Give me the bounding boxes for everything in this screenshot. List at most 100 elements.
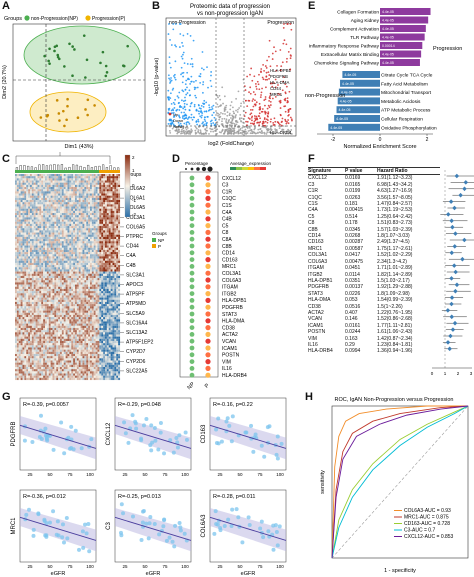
gene-label: HLA-DPB1 xyxy=(270,68,292,73)
volcano-point xyxy=(264,113,267,115)
volcano-point xyxy=(186,33,189,35)
volcano-point xyxy=(233,112,235,115)
dot-p xyxy=(205,311,211,317)
pathway-label: Collagen Formation xyxy=(337,10,379,16)
scatter-point xyxy=(177,520,182,525)
svg-text:0: 0 xyxy=(379,137,382,143)
volcano-point xyxy=(263,69,265,72)
volcano-point xyxy=(207,109,210,112)
volcano-point xyxy=(272,121,275,124)
scatter-point xyxy=(51,447,56,452)
volcano-point xyxy=(210,122,213,125)
volcano-point xyxy=(189,35,192,37)
scatter-point xyxy=(261,535,266,540)
volcano-point xyxy=(193,116,196,119)
volcano-point xyxy=(181,57,184,60)
roc-curve xyxy=(331,405,469,559)
volcano-point xyxy=(261,122,264,125)
volcano-point xyxy=(218,118,221,121)
scatter-point xyxy=(76,547,81,552)
volcano-point xyxy=(260,130,263,132)
volcano-point xyxy=(274,50,277,53)
scatter-point xyxy=(229,523,234,528)
scatter-point xyxy=(230,414,235,419)
volcano-point xyxy=(216,123,219,126)
pca-point-np xyxy=(85,58,89,62)
volcano-point xyxy=(200,132,203,135)
volcano-point xyxy=(173,76,176,79)
panel-c-legend-title: Groups xyxy=(125,172,142,178)
volcano-point xyxy=(203,102,206,105)
scatter-point xyxy=(65,536,70,541)
forest-table-row: C3 0.0165 6.98(1.43~34.2) xyxy=(308,181,413,188)
volcano-point xyxy=(203,123,206,126)
scatter-point xyxy=(62,451,67,456)
scatter-xtick: 100 xyxy=(86,564,94,569)
scatter-point xyxy=(118,530,123,535)
scatter-point xyxy=(178,525,183,530)
volcano-point xyxy=(264,120,267,123)
volcano-point xyxy=(241,133,244,135)
scatter-xtick: 100 xyxy=(276,472,284,477)
volcano-point xyxy=(250,67,253,70)
volcano-point xyxy=(251,132,253,135)
scatter-ylabel: CXCL12 xyxy=(106,422,112,445)
scatter-point xyxy=(86,522,91,527)
scatter-point xyxy=(259,519,264,524)
volcano-point xyxy=(274,129,277,132)
volcano-point xyxy=(251,115,254,118)
volcano-point xyxy=(234,115,237,118)
dot-p xyxy=(205,175,211,181)
volcano-point xyxy=(167,74,170,77)
dot-np xyxy=(189,332,195,337)
volcano-point xyxy=(167,33,170,35)
volcano-point xyxy=(249,122,252,125)
volcano-point xyxy=(180,55,183,58)
forest-table-row: MRC1 0.00587 1.75(1.17~2.61) xyxy=(308,245,413,252)
volcano-point xyxy=(190,57,193,60)
panel-h-xlabel: 1 - specificity xyxy=(384,568,416,574)
pca-point-np xyxy=(99,61,102,65)
dot-np xyxy=(189,230,195,235)
scatter-point xyxy=(84,531,89,536)
volcano-point xyxy=(220,131,222,134)
forest-table-row: CD163 0.00287 2.49(1.37~4.5) xyxy=(308,239,410,246)
dot-np xyxy=(189,182,195,188)
volcano-point xyxy=(281,89,284,92)
volcano-point xyxy=(181,89,184,92)
pca-point-np xyxy=(104,74,108,78)
enrichment-bar-down xyxy=(328,123,380,131)
forest-table-row: STAT3 0.0226 1.8(1.09~2.98) xyxy=(308,290,410,297)
dotplot-gene-label: CD163 xyxy=(222,257,238,263)
pca-point-p xyxy=(66,104,69,108)
volcano-point xyxy=(271,58,274,60)
volcano-point xyxy=(212,111,215,114)
volcano-point xyxy=(180,73,182,76)
scatter-point xyxy=(156,447,161,452)
volcano-point xyxy=(289,23,292,25)
volcano-point xyxy=(287,122,290,125)
volcano-point xyxy=(193,86,196,89)
volcano-point xyxy=(189,83,191,85)
volcano-point xyxy=(224,129,227,131)
volcano-point xyxy=(264,104,266,107)
legend-np-label: non-Progression(NP) xyxy=(31,16,78,22)
volcano-point xyxy=(279,101,282,104)
scatter-point xyxy=(275,434,280,439)
volcano-point xyxy=(197,120,200,123)
scatter-point xyxy=(44,534,49,539)
enrichment-bar-up xyxy=(380,25,426,32)
volcano-point xyxy=(243,132,246,135)
volcano-point xyxy=(205,126,208,129)
forest-table-row: C1S 0.181 1.47(0.84~2.57) xyxy=(308,201,413,208)
volcano-point xyxy=(172,116,175,118)
volcano-point xyxy=(206,129,208,132)
volcano-point xyxy=(262,63,265,66)
pathway-label: Oxidative Phosphorylation xyxy=(381,125,437,131)
volcano-point xyxy=(185,128,188,131)
volcano-point xyxy=(178,91,181,94)
scatter-xlabel: eGFR xyxy=(146,571,161,577)
dotplot-gene-label: HLA-DPB1 xyxy=(222,298,247,304)
volcano-point xyxy=(231,106,234,109)
scatter-point xyxy=(172,544,177,549)
